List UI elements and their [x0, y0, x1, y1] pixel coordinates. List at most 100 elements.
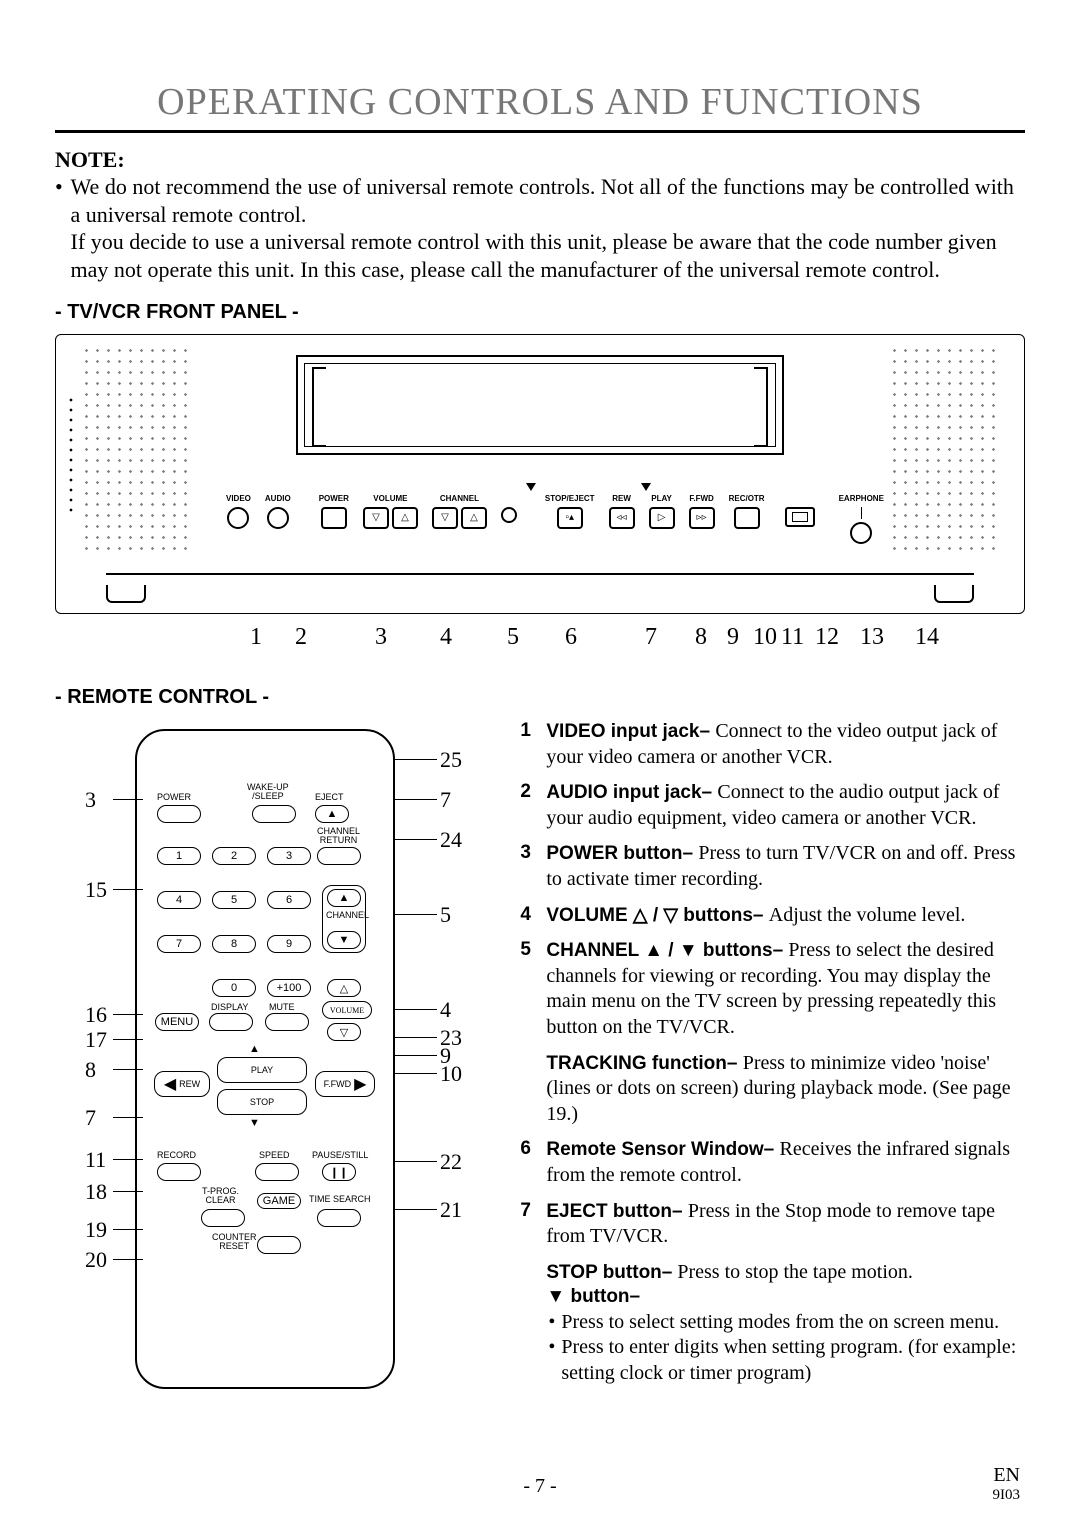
vent-bar [66, 395, 76, 513]
mute-button[interactable] [265, 1013, 309, 1031]
eject-button[interactable]: ▲ [315, 805, 349, 823]
pause-button[interactable]: ❙❙ [322, 1163, 356, 1181]
callout-num: 20 [85, 1247, 107, 1273]
video-label: VIDEO [226, 495, 251, 504]
earphone-jack[interactable] [850, 522, 872, 544]
plus-100-button[interactable]: +100 [267, 979, 311, 997]
play-button[interactable]: PLAY [217, 1057, 307, 1083]
remote-outline: POWER WAKE-UP /SLEEP EJECT ▲ CHANNEL RET… [135, 729, 395, 1389]
num-9[interactable]: 9 [267, 935, 311, 953]
num-1[interactable]: 1 [157, 847, 201, 865]
channel-return-button[interactable] [317, 847, 361, 865]
front-controls: VIDEO AUDIO POWER VOLUME▽△ CHANNEL▽△ STO… [226, 495, 854, 544]
remote-label: - REMOTE CONTROL - [55, 686, 1025, 709]
stop-eject-button[interactable]: ▫▴ [557, 507, 583, 529]
ch-down-button[interactable]: ▼ [327, 931, 361, 949]
display-button[interactable] [209, 1013, 253, 1031]
desc-item: 3POWER button– Press to turn TV/VCR on a… [520, 841, 1025, 892]
lead-line [395, 1209, 437, 1210]
wake-sleep-button[interactable] [252, 805, 296, 823]
num-8[interactable]: 8 [212, 935, 256, 953]
lead-line [395, 1161, 437, 1162]
callout-num: 18 [85, 1179, 107, 1205]
cassette-door [296, 355, 784, 455]
lead-line [395, 1037, 437, 1038]
callout-num: 7 [85, 1105, 96, 1131]
timesearch-button[interactable] [317, 1209, 361, 1227]
record-button[interactable] [157, 1163, 201, 1181]
menu-button[interactable]: MENU [155, 1013, 199, 1031]
lead-line [113, 1259, 143, 1260]
num-4[interactable]: 4 [157, 891, 201, 909]
lead-line [395, 914, 437, 915]
vol-up-button[interactable]: △ [392, 507, 418, 529]
vol-down-button[interactable]: ▽ [363, 507, 389, 529]
audio-label: AUDIO [265, 495, 291, 504]
li-2: Press to enter digits when setting progr… [561, 1335, 1025, 1386]
num: 8 [695, 624, 707, 651]
num: 11 [781, 624, 804, 651]
num-0[interactable]: 0 [212, 979, 256, 997]
callout-num: 24 [440, 827, 462, 853]
num: 9 [727, 624, 739, 651]
num-3[interactable]: 3 [267, 847, 311, 865]
rec-label: REC/OTR [729, 495, 765, 504]
tprog-button[interactable] [201, 1209, 245, 1227]
video-jack[interactable] [227, 507, 249, 529]
num-2[interactable]: 2 [212, 847, 256, 865]
li-1: Press to select setting modes from the o… [561, 1310, 999, 1336]
note-body: • We do not recommend the use of univers… [55, 173, 1025, 283]
rew-button[interactable]: ◃◃ [609, 507, 635, 529]
speaker-grille-left [81, 345, 191, 553]
stop-button[interactable]: STOP [217, 1089, 307, 1115]
pause-label: PAUSE/STILL [312, 1151, 368, 1160]
stop-body: Press to stop the tape motion. [677, 1261, 913, 1283]
game-button[interactable]: GAME [257, 1193, 301, 1209]
ch-up-button[interactable]: ▲ [327, 889, 361, 907]
speed-button[interactable] [255, 1163, 299, 1181]
title-rule [55, 130, 1025, 133]
num-6[interactable]: 6 [267, 891, 311, 909]
ch-down-button[interactable]: ▽ [432, 507, 458, 529]
tprog-label: T-PROG. CLEAR [202, 1187, 239, 1205]
ffwd-button[interactable]: ▹▹ [689, 507, 715, 529]
power-button[interactable] [321, 507, 347, 529]
callout-num: 5 [440, 902, 451, 928]
counter-reset-button[interactable] [257, 1236, 301, 1254]
speaker-grille-right [889, 345, 999, 553]
rew-button[interactable]: ◀ REW [154, 1071, 210, 1097]
ffwd-button[interactable]: F.FWD ▶ [315, 1071, 375, 1097]
rew-label: REW [612, 495, 631, 504]
note-p1: We do not recommend the use of universal… [71, 174, 1014, 227]
num: 1 [250, 624, 262, 651]
volume-label: VOLUME [322, 1001, 372, 1019]
lang-code: EN [993, 1464, 1021, 1487]
lead-line [395, 839, 437, 840]
vol-down-button[interactable]: ▽ [327, 1023, 361, 1041]
footer-right: EN 9I03 [993, 1464, 1021, 1504]
wake-label: WAKE-UP /SLEEP [247, 783, 289, 801]
callout-num: 17 [85, 1027, 107, 1053]
desc-item: 7EJECT button– Press in the Stop mode to… [520, 1199, 1025, 1250]
num-5[interactable]: 5 [212, 891, 256, 909]
audio-jack[interactable] [267, 507, 289, 529]
vol-up-button[interactable]: △ [327, 979, 361, 997]
lead-line [395, 799, 437, 800]
rec-button[interactable] [734, 507, 760, 529]
speed-label: SPEED [259, 1151, 290, 1160]
play-button[interactable]: ▷ [649, 507, 675, 529]
ch-up-button[interactable]: △ [461, 507, 487, 529]
lead-line [113, 1117, 143, 1118]
lead-line [113, 1159, 143, 1160]
lead-line [395, 1073, 437, 1074]
lead-line [113, 1014, 143, 1015]
ffwd-label: F.FWD [324, 1080, 352, 1089]
desc-item: 6Remote Sensor Window– Receives the infr… [520, 1137, 1025, 1188]
callout-num: 19 [85, 1217, 107, 1243]
channel-label: CHANNEL [326, 911, 369, 920]
desc-item: TRACKING function– Press to minimize vid… [520, 1051, 1025, 1128]
panel-numbers: 1 2 3 4 5 6 7 8 9 10 11 12 13 14 [55, 624, 1025, 656]
doc-code: 9I03 [993, 1487, 1021, 1504]
power-button[interactable] [157, 805, 201, 823]
num-7[interactable]: 7 [157, 935, 201, 953]
